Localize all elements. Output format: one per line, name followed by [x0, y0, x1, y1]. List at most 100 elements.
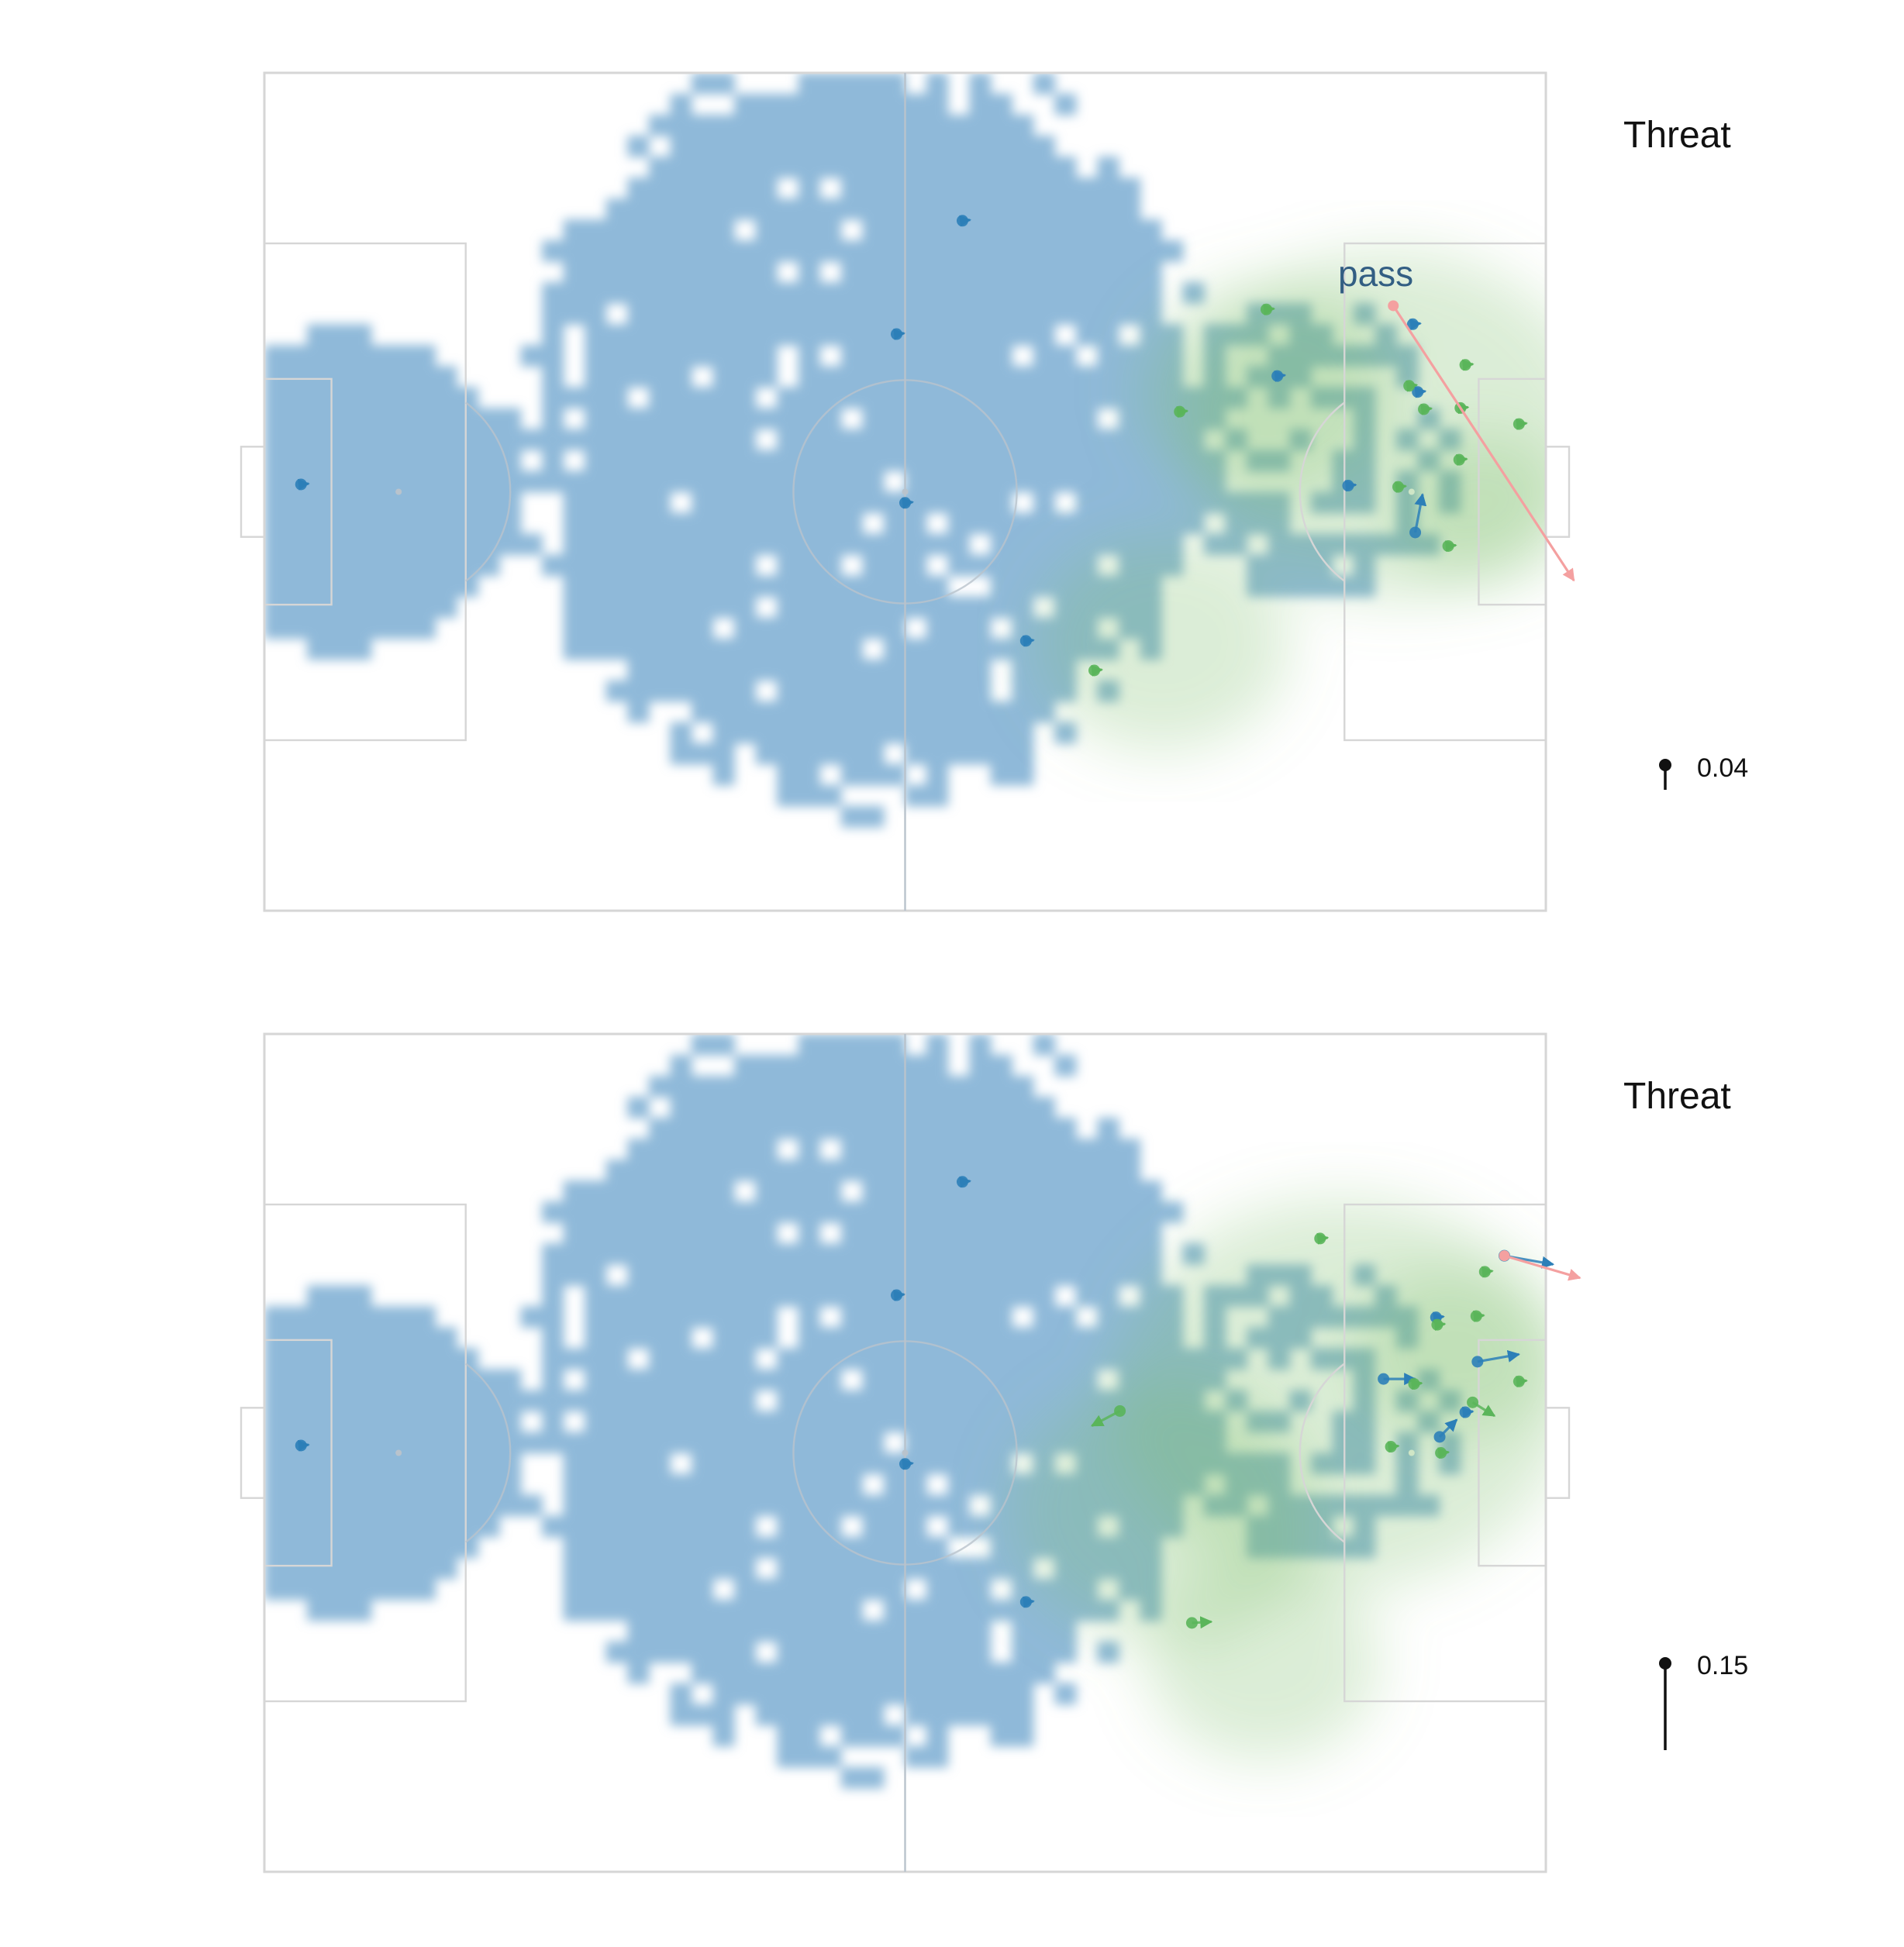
team-b-player	[1453, 453, 1468, 466]
territory-cell	[1033, 450, 1055, 472]
territory-cell	[350, 1557, 372, 1580]
territory-cell	[862, 1766, 885, 1789]
territory-cell	[670, 1160, 692, 1181]
territory-cell	[692, 512, 714, 535]
territory-cell	[1054, 1222, 1077, 1244]
territory-cell	[1033, 1285, 1055, 1307]
territory-cell	[819, 743, 842, 765]
territory-cell	[926, 1620, 949, 1642]
territory-cell	[798, 1139, 820, 1160]
territory-cell	[969, 1452, 992, 1475]
territory-cell	[905, 1473, 927, 1496]
territory-cell	[712, 638, 735, 660]
territory-cell	[692, 1599, 714, 1621]
territory-cell	[648, 1432, 671, 1454]
territory-cell	[926, 1306, 949, 1328]
territory-cell	[755, 1285, 778, 1307]
territory-cell	[712, 450, 735, 472]
territory-cell	[947, 1201, 970, 1223]
territory-cell	[990, 450, 1012, 472]
territory-cell	[798, 282, 820, 304]
territory-cell	[585, 1557, 607, 1580]
territory-cell	[798, 1745, 820, 1768]
territory-cell	[307, 554, 329, 577]
territory-cell	[1097, 491, 1119, 514]
territory-cell	[1033, 491, 1055, 514]
territory-cell	[1012, 366, 1034, 388]
territory-cell	[413, 408, 436, 430]
territory-cell	[692, 115, 714, 136]
territory-cell	[990, 1557, 1012, 1580]
territory-cell	[1012, 303, 1034, 325]
territory-cell	[605, 575, 628, 598]
territory-cell	[798, 1411, 820, 1433]
territory-cell	[862, 136, 885, 157]
territory-cell	[712, 303, 735, 325]
territory-cell	[1012, 763, 1034, 786]
right-penalty-spot	[1408, 1449, 1415, 1456]
territory-cell	[392, 345, 415, 367]
threat-panel-2: Threat 0.15	[240, 1032, 1748, 1873]
player-dot	[899, 497, 911, 509]
territory-cell	[563, 303, 585, 325]
team-b-players	[1090, 1232, 1528, 1629]
territory-cell	[883, 1369, 906, 1391]
territory-cell	[435, 1494, 457, 1517]
team-a-player	[1019, 635, 1035, 647]
territory-cell	[542, 1432, 564, 1454]
territory-cell	[755, 1076, 778, 1098]
territory-cell	[585, 1473, 607, 1496]
territory-cell	[1097, 1243, 1119, 1265]
territory-cell	[947, 1264, 970, 1286]
territory-cell	[926, 533, 949, 556]
territory-cell	[840, 1118, 863, 1139]
territory-cell	[563, 1473, 585, 1496]
territory-cell	[285, 491, 308, 514]
territory-cell	[798, 1076, 820, 1098]
territory-cell	[734, 1055, 757, 1077]
territory-cell	[840, 1452, 863, 1475]
territory-cell	[840, 1557, 863, 1580]
territory-cell	[755, 1578, 778, 1601]
territory-cell	[798, 533, 820, 556]
legend-scale-value: 0.15	[1697, 1651, 1748, 1680]
territory-cell	[350, 1369, 372, 1391]
territory-cell	[605, 491, 628, 514]
territory-cell	[285, 408, 308, 430]
territory-cell	[1012, 1662, 1034, 1684]
territory-cell	[627, 491, 650, 514]
territory-cell	[798, 470, 820, 493]
territory-cell	[371, 575, 393, 598]
territory-cell	[905, 1139, 927, 1160]
territory-cell	[883, 261, 906, 283]
territory-cell	[585, 1306, 607, 1328]
territory-cell	[670, 1306, 692, 1328]
territory-cell	[264, 554, 287, 577]
territory-cell	[371, 1494, 393, 1517]
territory-cell	[328, 617, 350, 639]
territory-cell	[883, 387, 906, 408]
territory-cell	[392, 470, 415, 493]
territory-cell	[905, 722, 927, 744]
territory-cell	[670, 1264, 692, 1286]
territory-cell	[755, 638, 778, 660]
territory-cell	[413, 1473, 436, 1496]
territory-cell	[819, 1683, 842, 1705]
centre-circle	[792, 379, 1018, 605]
territory-cell	[755, 94, 778, 115]
territory-cell	[798, 1306, 820, 1328]
territory-cell	[734, 1264, 757, 1286]
territory-cell	[670, 1515, 692, 1538]
territory-cell	[1054, 345, 1077, 367]
player-dot	[1470, 1310, 1482, 1322]
territory-cell	[627, 470, 650, 493]
territory-cell	[371, 1411, 393, 1433]
territory-cell	[862, 701, 885, 723]
territory-cell	[862, 1620, 885, 1642]
territory-cell	[605, 1557, 628, 1580]
territory-cell	[926, 1432, 949, 1454]
territory-cell	[563, 219, 585, 241]
territory-cell	[798, 784, 820, 807]
territory-cell	[819, 1599, 842, 1621]
territory-cell	[670, 680, 692, 702]
